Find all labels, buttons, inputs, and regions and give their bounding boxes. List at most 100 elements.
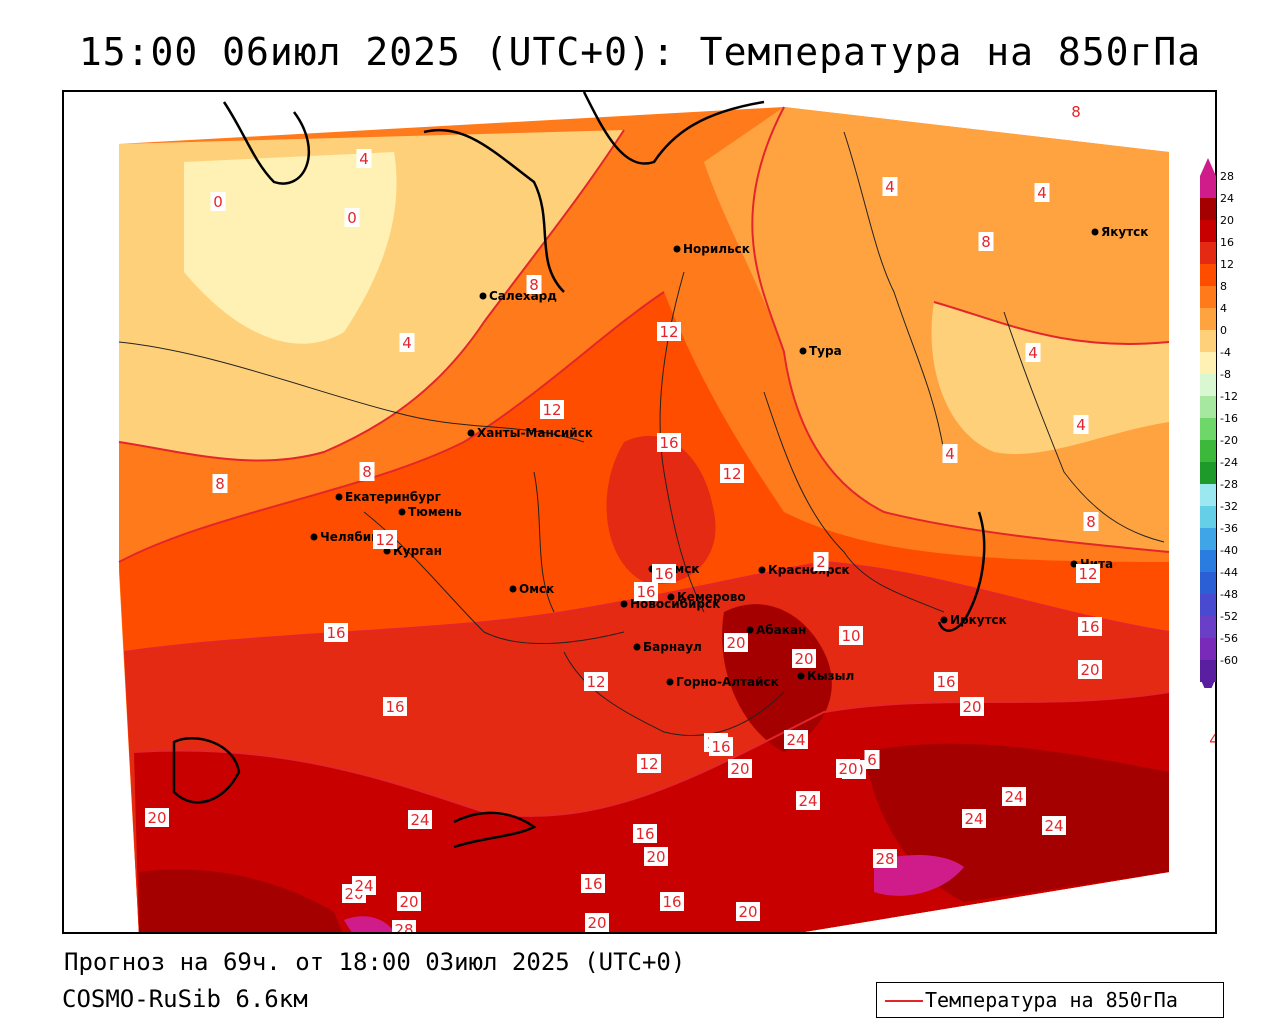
contour-value-label: 16 [583, 875, 602, 893]
city-marker [666, 678, 674, 686]
colorbar-tick-label: 8 [1220, 280, 1227, 293]
contour-label-background [836, 759, 860, 778]
city-marker [799, 347, 807, 355]
contour-value-label: 20 [147, 809, 166, 827]
colorbar-swatch [1200, 330, 1216, 352]
contour-label-background [1002, 787, 1026, 806]
contour-value-label: 4 [402, 334, 412, 352]
contour-label-background [660, 892, 684, 911]
contour-label-background [397, 892, 421, 911]
colorbar-swatch [1200, 594, 1216, 616]
contour-value-label: 24 [786, 731, 805, 749]
city-label: Норильск [683, 242, 750, 256]
isotherm-line [118, 291, 665, 563]
legend: Температура на 850гПа [876, 982, 1224, 1018]
city-marker [509, 585, 517, 593]
city-marker [310, 533, 318, 541]
colorbar-tick-label: -28 [1220, 478, 1238, 491]
colorbar-swatch [1200, 220, 1216, 242]
colorbar-swatch [1200, 286, 1216, 308]
contour-value-label: 16 [385, 698, 404, 716]
contour-label-background [585, 913, 609, 932]
city-label: Тура [809, 344, 842, 358]
contour-value-label: 4 [359, 150, 369, 168]
city-label: Омск [519, 582, 554, 596]
contour-label-background [873, 849, 897, 868]
contour-label-background [942, 444, 958, 463]
baikal-lake [937, 511, 986, 632]
contour-value-label: 20 [962, 698, 981, 716]
colorbar-tick-label: -20 [1220, 434, 1238, 447]
colorbar-tick-label: 20 [1220, 214, 1234, 227]
contour-value-label: 0 [347, 209, 357, 227]
city-marker [797, 672, 805, 680]
contour-value-label: 20 [738, 903, 757, 921]
contour-label-background [1025, 343, 1041, 362]
legend-line-swatch [885, 1000, 923, 1002]
temperature-zone-east-cool [931, 302, 1169, 455]
contour-label-background [720, 464, 744, 483]
city-label: Барнаул [643, 640, 702, 654]
colorbar-tick-label: -24 [1220, 456, 1238, 469]
city-marker [398, 508, 406, 516]
city-marker [467, 429, 475, 437]
colorbar-tick-label: 16 [1220, 236, 1234, 249]
contour-value-label: 8 [1086, 513, 1096, 531]
forecast-map[interactable]: Норильск Якутск Салехард Тура Ханты-Мансийск… [62, 90, 1217, 934]
contour-value-label: 16 [659, 434, 678, 452]
contour-value-label: 12 [659, 323, 678, 341]
contour-value-label: 24 [798, 792, 817, 810]
contour-value-label: 24 [1044, 817, 1063, 835]
city-marker [633, 643, 641, 651]
coastline [222, 101, 311, 185]
contour-label-background [813, 552, 829, 571]
contour-value-label: 4 [1028, 344, 1038, 362]
city-marker [1070, 560, 1078, 568]
admin-border [843, 131, 945, 453]
colorbar-swatch [1200, 308, 1216, 330]
contour-label-background [356, 149, 372, 168]
colorbar-swatch [1200, 396, 1216, 418]
contour-value-label: 16 [662, 893, 681, 911]
city-marker [673, 245, 681, 253]
contour-label-background [399, 333, 415, 352]
contour-label-background [709, 737, 733, 756]
colorbar-swatch [1200, 638, 1216, 660]
model-name: COSMO-RuSib 6.6км [62, 985, 308, 1013]
contour-labels-layer: 8440048844124412161288121616121620201016… [145, 102, 1215, 932]
contour-label-background [724, 633, 748, 652]
contour-label-background [634, 582, 658, 601]
contour-value-label: 16 [636, 583, 655, 601]
contour-value-label: 2 [816, 553, 826, 571]
city-label: Ханты-Мансийск [477, 426, 593, 440]
contour-label-background [657, 433, 681, 452]
contour-label-background [839, 626, 863, 645]
contour-label-background [1078, 660, 1102, 679]
city-label: Кызыл [807, 669, 854, 683]
contour-value-label: 20 [1080, 661, 1099, 679]
contour-value-label: 12 [722, 465, 741, 483]
contour-label-background [324, 623, 348, 642]
colorbar-tick-label: -56 [1220, 632, 1238, 645]
isotherm-line [751, 106, 1170, 553]
temperature-field-map: Норильск Якутск Салехард Тура Ханты-Мансийск… [118, 92, 1215, 932]
contour-value-label: 20 [730, 760, 749, 778]
contour-value-label: 6 [867, 751, 877, 769]
contour-value-label: 24 [410, 811, 429, 829]
city-marker [383, 547, 391, 555]
contour-label-background [584, 672, 608, 691]
contour-value-label: 20 [587, 914, 606, 932]
colorbar-swatch [1200, 528, 1216, 550]
city-marker [940, 616, 948, 624]
city-label: Курган [393, 544, 442, 558]
contour-value-label: 20 [794, 650, 813, 668]
colorbar-tick-label: 0 [1220, 324, 1227, 337]
contour-value-label: 8 [1071, 103, 1081, 121]
colorbar-swatch [1200, 572, 1216, 594]
contour-label-background [1042, 816, 1066, 835]
contour-label-background [657, 322, 681, 341]
city-label: Иркутск [950, 613, 1007, 627]
contour-value-label: 16 [936, 673, 955, 691]
contour-value-label: 8 [981, 233, 991, 251]
city-marker [335, 493, 343, 501]
